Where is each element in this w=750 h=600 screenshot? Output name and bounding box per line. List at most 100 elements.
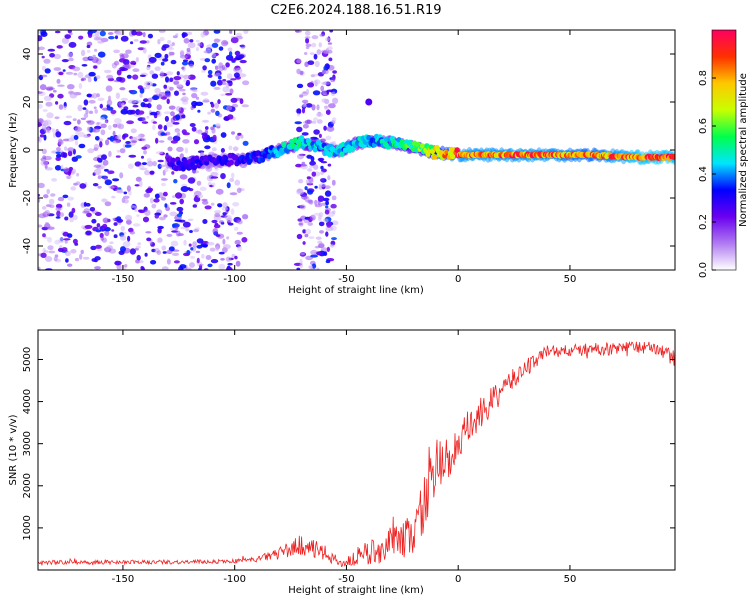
noise-mark [192, 204, 197, 208]
noise-mark [189, 87, 197, 92]
noise-mark [59, 212, 65, 217]
noise-mark [242, 140, 249, 146]
noise-mark [152, 95, 160, 101]
noise-mark [222, 238, 226, 245]
spectrogram-x-tick-label: 0 [455, 274, 461, 285]
noise-mark [196, 244, 203, 249]
noise-mark [70, 186, 76, 191]
noise-mark [76, 172, 80, 177]
noise-mark [108, 150, 112, 157]
spectrogram-x-label: Height of straight line (km) [288, 285, 424, 296]
noise-mark [168, 105, 176, 110]
noise-mark [309, 160, 316, 166]
noise-mark [158, 140, 165, 143]
noise-mark [95, 244, 102, 249]
noise-mark [141, 146, 148, 150]
noise-mark [87, 77, 92, 83]
noise-mark [215, 234, 221, 237]
noise-mark [316, 119, 323, 124]
noise-mark [67, 150, 73, 157]
ridge-core-mark [182, 159, 189, 165]
noise-mark [307, 82, 315, 88]
noise-mark [165, 71, 174, 76]
noise-mark [211, 127, 216, 134]
noise-mark [118, 250, 125, 255]
noise-mark [64, 240, 68, 244]
snr-background [38, 330, 675, 570]
noise-mark [114, 60, 120, 66]
noise-mark [182, 74, 191, 79]
noise-mark [173, 179, 178, 184]
noise-mark [100, 129, 106, 136]
noise-mark [120, 35, 129, 42]
noise-mark [210, 108, 216, 113]
noise-mark [313, 79, 321, 85]
noise-mark [229, 58, 238, 62]
noise-mark [92, 128, 101, 133]
noise-mark [322, 197, 330, 202]
noise-mark [196, 257, 200, 264]
noise-mark [298, 179, 304, 184]
noise-mark [220, 148, 225, 153]
noise-mark [56, 45, 63, 49]
noise-mark [201, 253, 205, 259]
noise-mark [56, 147, 61, 152]
noise-mark [111, 195, 116, 199]
noise-mark [197, 42, 203, 47]
noise-mark [142, 103, 150, 108]
noise-mark [193, 229, 200, 233]
spectrogram-y-tick-label: 0 [22, 147, 33, 153]
noise-mark [315, 112, 324, 118]
noise-mark [89, 30, 97, 34]
noise-mark [38, 266, 41, 270]
spectrogram-panel: -150 -100 -50 0 50 -40 -20 0 20 40 Height of str… [8, 29, 676, 296]
noise-mark [125, 219, 132, 225]
noise-mark [221, 206, 228, 211]
noise-mark [152, 124, 156, 131]
noise-mark [200, 31, 206, 38]
noise-mark [309, 165, 314, 168]
noise-mark [39, 134, 45, 138]
noise-mark [93, 143, 100, 151]
noise-mark [199, 263, 204, 267]
noise-mark [120, 68, 128, 71]
noise-mark [305, 228, 312, 235]
noise-mark [209, 247, 216, 252]
noise-mark [101, 198, 109, 202]
noise-mark [48, 250, 56, 254]
noise-mark [79, 183, 87, 189]
noise-mark [297, 112, 300, 117]
noise-mark [191, 170, 200, 174]
noise-mark [310, 214, 316, 221]
noise-mark [55, 207, 62, 212]
noise-mark [323, 218, 329, 223]
noise-mark [109, 241, 114, 244]
noise-mark [232, 146, 239, 152]
snr-x-tick-label: 50 [564, 574, 577, 585]
noise-mark [52, 132, 56, 138]
noise-mark [304, 186, 308, 191]
noise-mark [229, 88, 234, 94]
noise-mark [166, 249, 173, 255]
ridge-core-mark [407, 139, 413, 146]
noise-mark [299, 204, 306, 210]
snr-y-tick-label: 5000 [22, 347, 33, 372]
noise-mark [82, 56, 90, 62]
noise-mark [43, 250, 49, 253]
noise-mark [235, 260, 241, 267]
noise-mark [156, 250, 162, 255]
noise-mark [210, 259, 219, 264]
noise-mark [318, 243, 325, 249]
noise-mark [295, 30, 302, 33]
noise-mark [308, 236, 315, 240]
snr-frame [37, 329, 676, 571]
noise-mark [197, 109, 201, 113]
noise-mark [311, 35, 319, 40]
noise-mark [113, 49, 120, 54]
noise-mark [169, 77, 174, 83]
noise-mark [222, 41, 229, 45]
noise-mark [67, 233, 73, 238]
noise-mark [138, 209, 143, 213]
noise-mark [319, 33, 325, 37]
spectrogram-x-tick-label: -150 [112, 274, 135, 285]
